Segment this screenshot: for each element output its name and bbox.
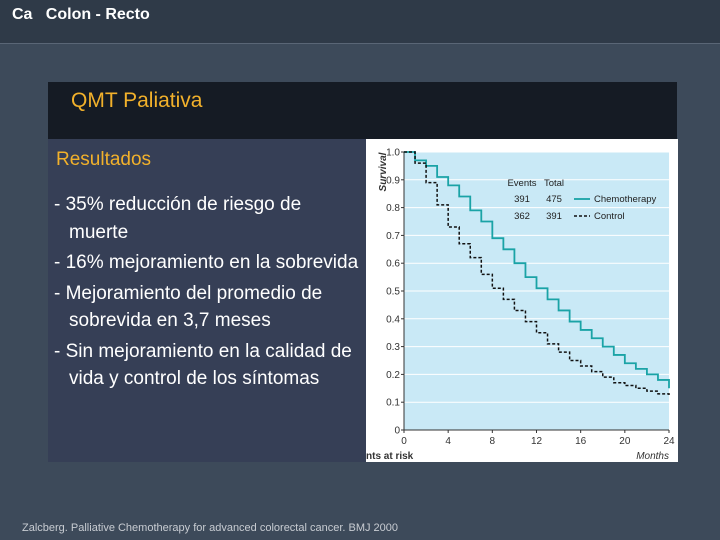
risk-table-label: nts at risk [366, 451, 414, 462]
x-tick-label: 0 [401, 436, 407, 447]
y-tick-label: 0.3 [386, 342, 400, 353]
y-tick-label: 0.2 [386, 370, 400, 381]
survival-chart: 0 0.1 0.2 0.3 0.4 0.5 0.6 0.7 0.8 0.9 1.0 0 4 8 12 16 20… [366, 148, 675, 463]
y-tick-label: 0.8 [386, 203, 400, 214]
y-axis-title: Survival [378, 152, 389, 191]
x-tick-label: 12 [531, 436, 543, 447]
legend-series-name: Chemotherapy [594, 194, 657, 205]
survival-chart-panel: 0 0.1 0.2 0.3 0.4 0.5 0.6 0.7 0.8 0.9 1.0 0 4 8 12 16 20… [366, 139, 678, 462]
list-item: - Mejoramiento del promedio de sobrevida… [54, 282, 323, 332]
list-item: - 35% reducción de riesgo de muerte [54, 194, 302, 243]
y-tick-label: 0.6 [386, 259, 400, 270]
results-list: - 35% reducción de riesgo de muerte - 16… [54, 191, 359, 396]
legend-total-value: 391 [546, 211, 562, 222]
list-item: - Sin mejoramiento en la calidad de vida… [54, 340, 352, 390]
y-tick-label: 0.4 [386, 314, 400, 325]
citation-footer: Zalcberg. Palliative Chemotherapy for ad… [22, 522, 399, 534]
x-tick-label: 20 [619, 436, 631, 447]
results-panel: Resultados - 35% reducción de riesgo de … [48, 139, 366, 462]
legend-total-value: 475 [546, 194, 562, 205]
y-tick-label: 0 [394, 426, 400, 437]
legend-events-value: 391 [514, 194, 530, 205]
chemotherapy-series-line [404, 151, 670, 389]
y-tick-label: 0.5 [386, 287, 400, 298]
y-tick-label: 0.9 [386, 175, 400, 186]
top-bar: Ca Colon - Recto [0, 0, 720, 44]
y-tick-label: 1.0 [386, 148, 400, 159]
y-tick-label: 0.1 [386, 398, 400, 409]
panel-header: QMT Paliativa [48, 82, 677, 139]
x-tick-label: 4 [445, 436, 451, 447]
x-tick-label: 16 [575, 436, 587, 447]
legend-header-events: Events [507, 178, 536, 189]
x-axis-title: Months [636, 451, 669, 462]
legend-header-total: Total [544, 178, 564, 189]
panel-title: QMT Paliativa [71, 89, 203, 112]
results-title: Resultados [56, 149, 152, 170]
x-tick-label: 24 [663, 436, 675, 447]
legend-events-value: 362 [514, 211, 530, 222]
list-item: - 16% mejoramiento en la sobrevida [54, 252, 359, 273]
legend-series-name: Control [594, 211, 625, 222]
y-tick-label: 0.7 [386, 231, 400, 242]
x-tick-label: 8 [490, 436, 496, 447]
slide-header-title: Ca Colon - Recto [12, 6, 150, 23]
